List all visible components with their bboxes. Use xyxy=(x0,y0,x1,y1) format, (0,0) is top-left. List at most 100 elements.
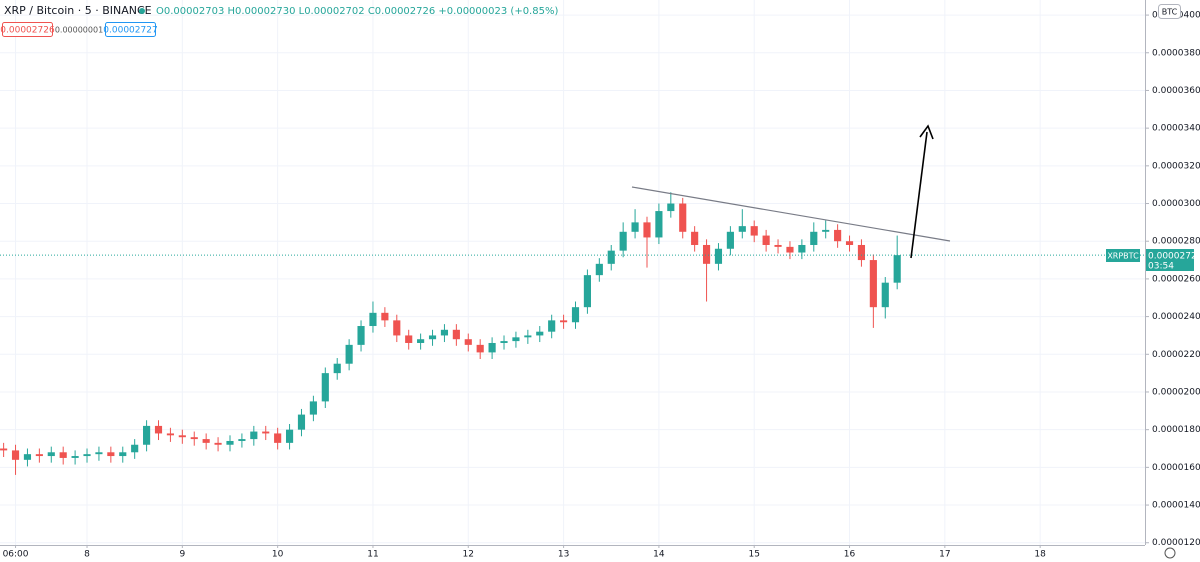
x-tick-label: 15 xyxy=(748,550,759,560)
x-tick-label: 11 xyxy=(367,550,378,560)
symbol-badge xyxy=(1106,249,1140,262)
x-tick-label: 06:00 xyxy=(3,550,29,560)
candle-body xyxy=(607,250,615,264)
candle-body xyxy=(11,450,20,460)
candle-body xyxy=(345,344,353,364)
spread: 0.00000001 xyxy=(55,26,103,35)
x-tick-label: 16 xyxy=(844,550,856,560)
candle-body xyxy=(679,203,687,232)
trend-line xyxy=(631,186,951,242)
candle-body xyxy=(702,244,711,264)
candle-body xyxy=(893,255,901,283)
candle-body xyxy=(726,231,734,249)
status-dot xyxy=(139,8,145,14)
currency-button[interactable] xyxy=(1158,4,1181,19)
candle-body xyxy=(23,454,32,460)
candle-body xyxy=(667,203,675,212)
candle-body xyxy=(119,452,127,457)
badge-price: 0.00002726 xyxy=(1148,252,1200,262)
ask-box[interactable] xyxy=(105,22,156,37)
candle-body xyxy=(643,222,651,238)
candle-body xyxy=(178,435,186,438)
candle-body xyxy=(393,320,401,336)
candle-body xyxy=(548,320,556,332)
candle-body xyxy=(285,429,294,443)
candle-body xyxy=(154,425,163,434)
x-tick-label: 13 xyxy=(558,550,569,560)
x-tick-label: 14 xyxy=(653,550,665,560)
candle-body xyxy=(691,231,699,245)
candles xyxy=(0,192,1145,475)
x-tick-label: 12 xyxy=(463,550,474,560)
candle-body xyxy=(750,226,758,236)
candle-body xyxy=(202,439,210,443)
arrow-head xyxy=(919,124,934,140)
candle-body xyxy=(595,263,603,276)
candle-body xyxy=(512,337,520,342)
candle-body xyxy=(798,244,806,253)
badge-symbol: XRPBTC xyxy=(1107,252,1139,261)
candle-body xyxy=(71,456,79,458)
candle-body xyxy=(214,442,222,445)
candle-body xyxy=(822,229,830,232)
candle-body xyxy=(464,339,472,345)
candle-body xyxy=(869,260,877,308)
candle-body xyxy=(297,414,306,430)
candle-body xyxy=(881,282,889,308)
candle-body xyxy=(143,425,151,445)
x-tick-label: 9 xyxy=(179,550,185,560)
candle-body xyxy=(131,444,139,453)
candle-body xyxy=(786,246,794,253)
candle-body xyxy=(381,312,389,321)
candle-body xyxy=(714,248,723,264)
x-tick-label: 8 xyxy=(84,550,90,560)
candle-body xyxy=(774,244,782,247)
candle-body xyxy=(309,401,317,415)
candle-body xyxy=(488,342,496,353)
candle-body xyxy=(536,331,544,336)
candle-body xyxy=(571,307,580,323)
candle-body xyxy=(476,344,484,353)
candle-body xyxy=(655,211,663,238)
candle-body xyxy=(440,329,449,336)
bid-box[interactable] xyxy=(2,22,53,37)
candle-body xyxy=(107,452,115,457)
x-tick-label: 17 xyxy=(939,550,950,560)
candle-body xyxy=(0,448,8,451)
candle-body xyxy=(369,312,377,327)
candle-body xyxy=(226,440,234,445)
candle-body xyxy=(452,329,460,340)
bid-price: 0.00002726 xyxy=(0,26,55,36)
candle-body xyxy=(83,454,91,457)
price-badge xyxy=(1146,249,1194,271)
ohlc-values: O0.00002703 H0.00002730 L0.00002702 C0.0… xyxy=(156,6,558,17)
candle-body xyxy=(166,433,174,436)
candle-body xyxy=(738,226,746,232)
candle-body xyxy=(631,222,639,232)
candle-body xyxy=(810,231,818,245)
arrow-shaft xyxy=(910,131,928,259)
ask-price: 0.00002727 xyxy=(103,26,157,36)
candle-body xyxy=(524,335,532,338)
x-tick-label: 10 xyxy=(272,550,284,560)
settings-icon[interactable] xyxy=(1164,547,1176,559)
candle-body xyxy=(834,229,842,242)
candle-body xyxy=(583,275,591,308)
candle-body xyxy=(35,454,43,457)
candle-body xyxy=(417,339,425,343)
candle-body xyxy=(238,439,246,441)
candle-body xyxy=(428,335,437,340)
